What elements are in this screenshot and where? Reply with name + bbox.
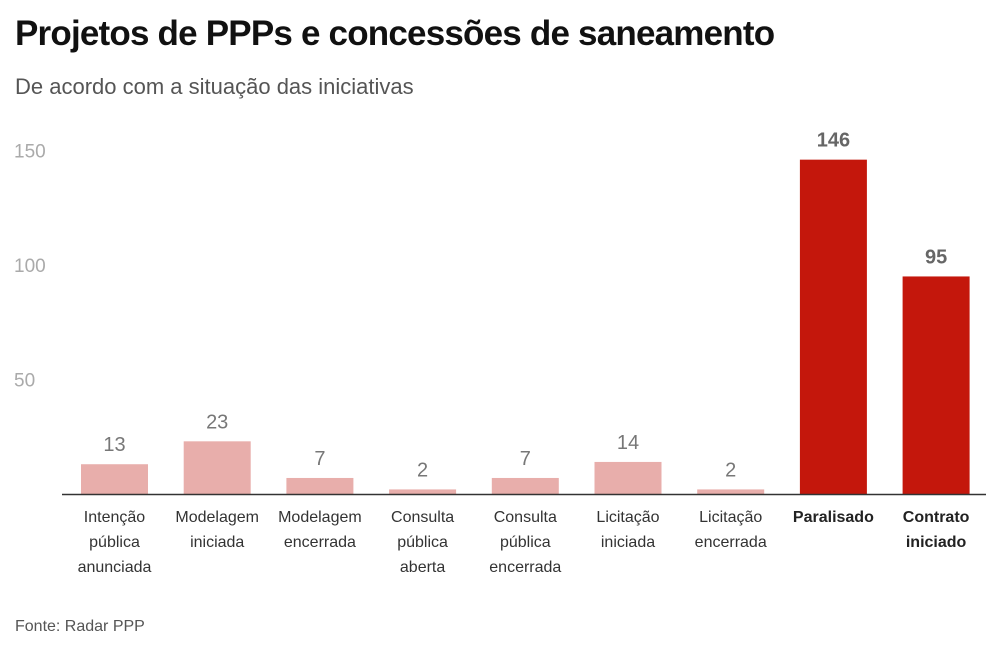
bar: [594, 461, 662, 494]
value-label: 23: [206, 411, 228, 433]
category-label: Licitação encerrada: [695, 509, 767, 551]
category-label: Contrato iniciado: [903, 509, 970, 551]
value-label: 95: [925, 246, 947, 268]
value-label: 7: [314, 448, 325, 470]
category-label: Modelagem iniciada: [175, 509, 259, 551]
value-label: 2: [417, 459, 428, 481]
bar: [183, 441, 251, 494]
y-tick-label: 150: [14, 142, 46, 163]
value-label: 2: [725, 459, 736, 481]
y-tick-label: 100: [14, 256, 46, 277]
bars: [81, 159, 970, 494]
value-labels: 13 23 7 2 7 14 2 146 95: [103, 130, 947, 482]
category-label: Intenção pública anunciada: [78, 509, 152, 576]
bar: [389, 489, 457, 494]
chart-title: Projetos de PPPs e concessões de saneame…: [15, 14, 775, 53]
value-label: 146: [817, 130, 850, 152]
y-axis: 50 100 150: [14, 142, 46, 392]
bar: [491, 477, 559, 494]
category-labels: Intenção pública anunciada Modelagem iniciad…: [78, 509, 970, 576]
bar: [902, 276, 970, 494]
value-label: 13: [103, 434, 125, 456]
bar: [799, 159, 867, 494]
chart-subtitle: De acordo com a situação das iniciativas: [15, 74, 414, 99]
source-note: Fonte: Radar PPP: [15, 618, 145, 635]
category-label: Modelagem encerrada: [278, 509, 362, 551]
category-label: Consulta pública encerrada: [489, 509, 561, 576]
bar: [697, 489, 765, 494]
value-label: 14: [617, 432, 639, 454]
bar: [286, 477, 354, 494]
category-label: Consulta pública aberta: [391, 509, 454, 576]
category-label: Paralisado: [793, 509, 874, 526]
value-label: 7: [520, 448, 531, 470]
y-tick-label: 50: [14, 371, 35, 392]
bar: [81, 464, 148, 494]
category-label: Licitação iniciada: [596, 509, 659, 551]
